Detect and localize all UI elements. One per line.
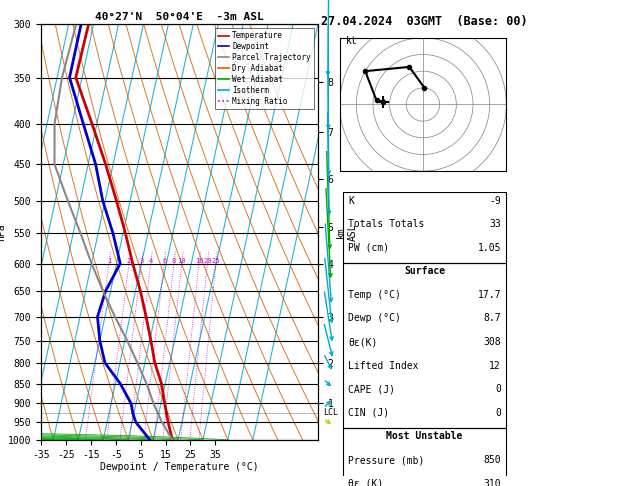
Text: 25: 25: [211, 258, 220, 263]
Text: 3: 3: [140, 258, 143, 263]
Text: 16: 16: [195, 258, 203, 263]
Title: 40°27'N  50°04'E  -3m ASL: 40°27'N 50°04'E -3m ASL: [95, 12, 264, 22]
Text: 4: 4: [148, 258, 153, 263]
Text: 0: 0: [495, 408, 501, 418]
Text: Totals Totals: Totals Totals: [348, 219, 425, 229]
Text: LCL: LCL: [323, 408, 338, 417]
Text: 308: 308: [483, 337, 501, 347]
Text: -9: -9: [489, 195, 501, 206]
Text: 33: 33: [489, 219, 501, 229]
Legend: Temperature, Dewpoint, Parcel Trajectory, Dry Adiabat, Wet Adiabat, Isotherm, Mi: Temperature, Dewpoint, Parcel Trajectory…: [214, 28, 314, 109]
Text: 1: 1: [107, 258, 111, 263]
Text: θε(K): θε(K): [348, 337, 377, 347]
Text: Lifted Index: Lifted Index: [348, 361, 419, 371]
Text: CIN (J): CIN (J): [348, 408, 389, 418]
Text: 8.7: 8.7: [483, 313, 501, 324]
Text: 1.05: 1.05: [477, 243, 501, 253]
Text: Most Unstable: Most Unstable: [386, 432, 463, 441]
Bar: [343, 192, 506, 263]
Text: 6: 6: [162, 258, 166, 263]
Text: 8: 8: [172, 258, 176, 263]
Text: CAPE (J): CAPE (J): [348, 384, 395, 394]
Text: Dewp (°C): Dewp (°C): [348, 313, 401, 324]
Text: 20: 20: [203, 258, 211, 263]
Bar: [343, 428, 506, 486]
Text: θε (K): θε (K): [348, 479, 384, 486]
Bar: [343, 263, 506, 428]
X-axis label: Dewpoint / Temperature (°C): Dewpoint / Temperature (°C): [100, 462, 259, 472]
Text: 0: 0: [495, 384, 501, 394]
Text: Pressure (mb): Pressure (mb): [348, 455, 425, 465]
Text: 10: 10: [177, 258, 186, 263]
Text: 310: 310: [483, 479, 501, 486]
Text: K: K: [348, 195, 354, 206]
Text: kt: kt: [347, 36, 358, 47]
Text: 2: 2: [127, 258, 131, 263]
Text: 850: 850: [483, 455, 501, 465]
Y-axis label: km
ASL: km ASL: [336, 223, 358, 241]
Text: 12: 12: [489, 361, 501, 371]
Text: 27.04.2024  03GMT  (Base: 00): 27.04.2024 03GMT (Base: 00): [321, 15, 528, 28]
Text: Surface: Surface: [404, 266, 445, 277]
Text: 17.7: 17.7: [477, 290, 501, 300]
Text: PW (cm): PW (cm): [348, 243, 389, 253]
Text: Temp (°C): Temp (°C): [348, 290, 401, 300]
Y-axis label: hPa: hPa: [0, 223, 6, 241]
